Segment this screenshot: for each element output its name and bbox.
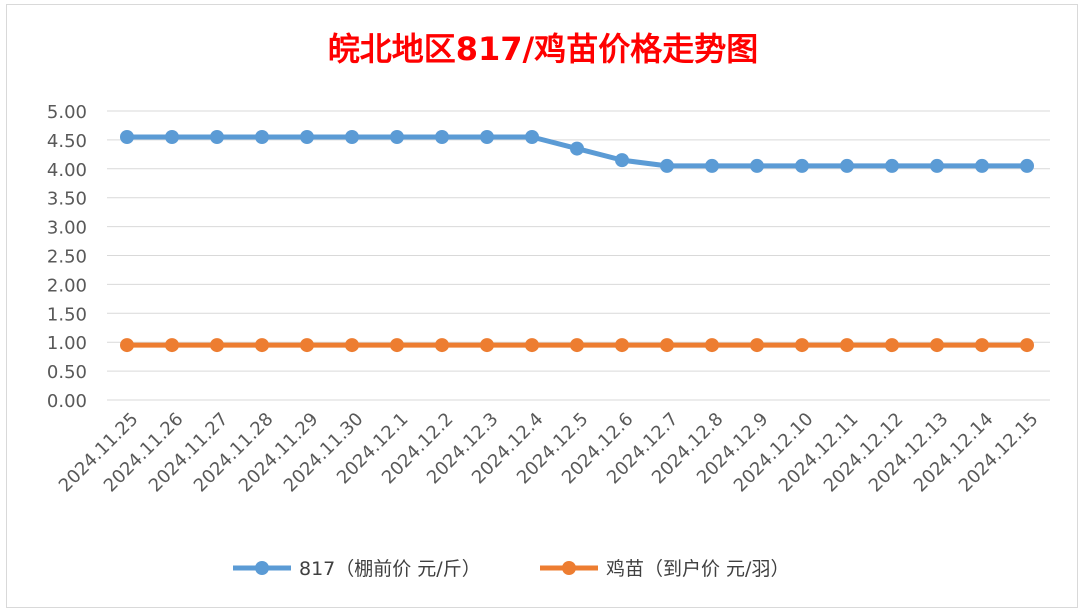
data-point[interactable] <box>705 338 719 353</box>
y-tick-label: 1.00 <box>47 333 87 354</box>
data-point[interactable] <box>705 158 719 173</box>
data-point[interactable] <box>345 130 359 145</box>
data-point[interactable] <box>660 338 674 353</box>
data-point[interactable] <box>210 338 224 353</box>
data-point[interactable] <box>615 153 629 168</box>
y-tick-label: 5.00 <box>47 102 87 123</box>
data-point[interactable] <box>435 338 449 353</box>
data-point[interactable] <box>570 141 584 156</box>
data-point[interactable] <box>390 338 404 353</box>
data-point[interactable] <box>840 158 854 173</box>
x-axis-ticks: 2024.11.252024.11.262024.11.272024.11.28… <box>55 409 1043 497</box>
data-point[interactable] <box>435 130 449 145</box>
y-tick-label: 3.00 <box>47 218 87 239</box>
legend-item-0[interactable]: 817（棚前价 元/斤） <box>233 558 481 580</box>
legend-item-1[interactable]: 鸡苗（到户价 元/羽） <box>540 558 789 580</box>
legend-label: 817（棚前价 元/斤） <box>299 558 481 580</box>
data-point[interactable] <box>525 130 539 145</box>
data-point[interactable] <box>660 158 674 173</box>
data-point[interactable] <box>795 338 809 353</box>
data-point[interactable] <box>210 130 224 145</box>
data-point[interactable] <box>885 158 899 173</box>
series-1 <box>120 338 1034 353</box>
data-point[interactable] <box>975 158 989 173</box>
data-point[interactable] <box>975 338 989 353</box>
data-point[interactable] <box>120 338 134 353</box>
data-point[interactable] <box>930 158 944 173</box>
data-point[interactable] <box>255 130 269 145</box>
data-point[interactable] <box>390 130 404 145</box>
data-point[interactable] <box>165 130 179 145</box>
series-lines <box>120 130 1034 353</box>
y-tick-label: 0.50 <box>47 362 87 383</box>
y-tick-label: 1.50 <box>47 304 87 325</box>
y-tick-label: 0.00 <box>47 391 87 412</box>
legend-marker <box>562 561 576 575</box>
y-tick-label: 2.50 <box>47 247 87 268</box>
data-point[interactable] <box>1020 338 1034 353</box>
data-point[interactable] <box>525 338 539 353</box>
data-point[interactable] <box>120 130 134 145</box>
chart-title: 皖北地区817/鸡苗价格走势图 <box>328 30 759 68</box>
data-point[interactable] <box>480 338 494 353</box>
y-tick-label: 4.00 <box>47 160 87 181</box>
legend-label: 鸡苗（到户价 元/羽） <box>606 558 789 580</box>
data-point[interactable] <box>930 338 944 353</box>
data-point[interactable] <box>165 338 179 353</box>
data-point[interactable] <box>615 338 629 353</box>
y-tick-label: 4.50 <box>47 131 87 152</box>
legend-marker <box>255 561 269 575</box>
series-0 <box>120 130 1034 173</box>
data-point[interactable] <box>840 338 854 353</box>
data-point[interactable] <box>300 130 314 145</box>
chart-frame <box>6 4 1078 608</box>
legend[interactable]: 817（棚前价 元/斤） 鸡苗（到户价 元/羽） <box>233 558 789 580</box>
y-tick-label: 3.50 <box>47 189 87 210</box>
data-point[interactable] <box>300 338 314 353</box>
data-point[interactable] <box>1020 158 1034 173</box>
data-point[interactable] <box>255 338 269 353</box>
y-axis-ticks: 0.00 0.50 1.00 1.50 2.00 2.50 3.00 3.50 4.00 4.50… <box>47 102 87 412</box>
data-point[interactable] <box>570 338 584 353</box>
data-point[interactable] <box>885 338 899 353</box>
data-point[interactable] <box>345 338 359 353</box>
data-point[interactable] <box>795 158 809 173</box>
data-point[interactable] <box>480 130 494 145</box>
data-point[interactable] <box>750 158 764 173</box>
y-tick-label: 2.00 <box>47 275 87 296</box>
data-point[interactable] <box>750 338 764 353</box>
